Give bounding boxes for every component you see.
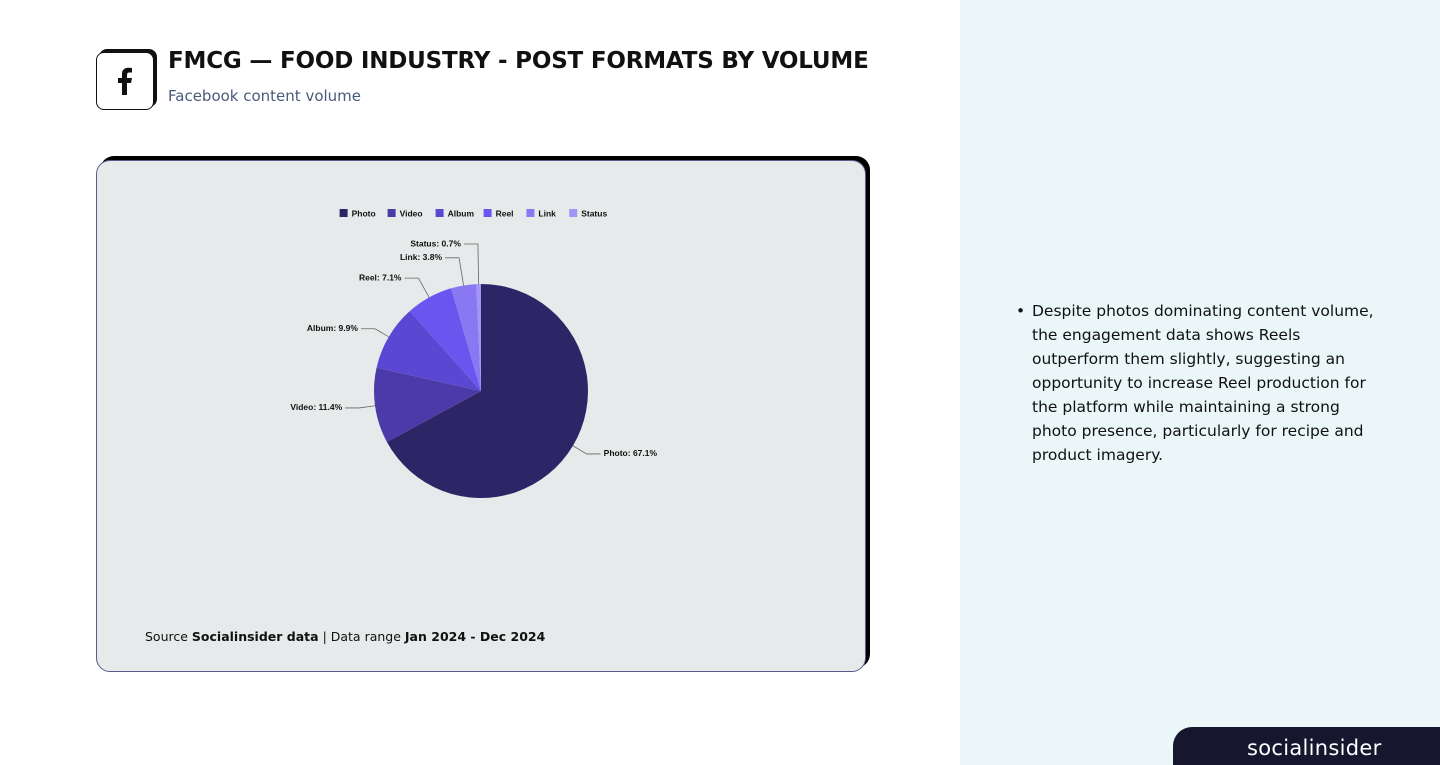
legend-swatch [483, 209, 492, 217]
page-subtitle: Facebook content volume [168, 87, 362, 105]
data-label: Video: 11.4% [290, 402, 342, 412]
legend-swatch [569, 209, 578, 217]
pie-slice [409, 288, 481, 391]
leader-line [572, 445, 601, 455]
leader-line [345, 405, 376, 409]
data-label: Photo: 67.1% [604, 448, 658, 458]
legend-label: Photo [352, 208, 376, 218]
pie-slice [373, 367, 481, 442]
pie-slice [476, 284, 481, 391]
leader-line [404, 277, 430, 298]
side-panel [960, 0, 1440, 765]
source-name: Socialinsider data [191, 629, 319, 644]
source-line: Source Socialinsider data | Data range J… [145, 629, 545, 644]
source-prefix: Source [145, 629, 188, 644]
legend-label: Status [581, 208, 607, 218]
chart: Photo Video Album Reel Link Status Photo: 67.1… [290, 208, 658, 498]
legend-swatch [339, 209, 348, 217]
leader-line [463, 243, 480, 285]
chart-card: Photo Video Album Reel Link Status Photo: 67.1… [96, 160, 866, 672]
legend-label: Reel [496, 208, 514, 218]
pie-slice [386, 284, 588, 498]
pie-slice [376, 311, 481, 391]
pie-slice [451, 284, 481, 391]
leader-line [445, 257, 464, 286]
legend-swatch [435, 209, 444, 217]
facebook-logo [118, 67, 132, 95]
legend-label: Link [538, 208, 556, 218]
insight-text: Despite photos dominating content volume… [1032, 302, 1374, 464]
legend-swatch [526, 209, 535, 217]
insight-bullet: • Despite photos dominating content volu… [1016, 299, 1376, 467]
brand-name: socialinsider [1247, 736, 1382, 760]
date-range: Jan 2024 - Dec 2024 [404, 629, 546, 644]
legend-label: Video [400, 208, 423, 218]
range-prefix: | Data range [322, 629, 401, 644]
data-label: Status: 0.7% [410, 238, 461, 248]
page-title: FMCG — FOOD INDUSTRY - POST FORMATS BY V… [168, 48, 869, 74]
data-label: Link: 3.8% [400, 252, 442, 262]
legend-label: Album [448, 208, 475, 218]
data-label: Reel: 7.1% [359, 272, 402, 282]
leader-line [360, 328, 389, 338]
facebook-icon [96, 52, 154, 110]
bullet-dot: • [1016, 302, 1026, 320]
brand-badge: socialinsider [1173, 727, 1440, 765]
data-label: Album: 9.9% [307, 323, 358, 333]
legend-swatch [387, 209, 396, 217]
